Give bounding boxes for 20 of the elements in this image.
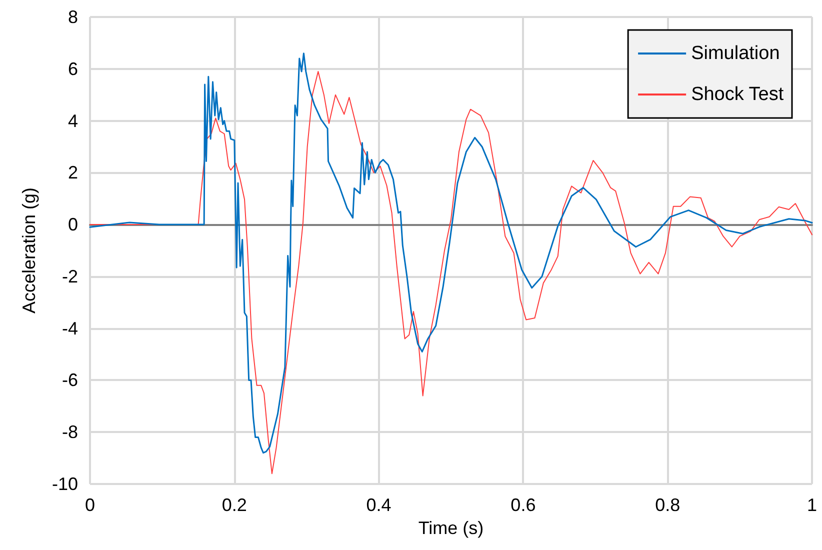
x-axis-title: Time (s) bbox=[418, 518, 484, 538]
y-tick-label: -8 bbox=[62, 422, 78, 442]
y-tick-label: 8 bbox=[68, 7, 78, 27]
y-tick-label: -10 bbox=[52, 474, 78, 494]
y-tick-label: 0 bbox=[68, 214, 78, 235]
legend-label: Simulation bbox=[691, 43, 780, 64]
x-tick-label: 0.4 bbox=[366, 495, 392, 515]
y-axis-title: Acceleration (g) bbox=[19, 187, 39, 314]
x-tick-label: 0.8 bbox=[655, 495, 680, 515]
y-tick-label: 4 bbox=[68, 110, 78, 131]
x-tick-label: 1 bbox=[806, 495, 818, 515]
legend-label: Shock Test bbox=[691, 84, 784, 105]
x-tick-label: 0.6 bbox=[510, 495, 536, 515]
x-tick-label: 0.2 bbox=[222, 495, 247, 515]
y-tick-label: -6 bbox=[62, 370, 78, 390]
y-tick-label: 6 bbox=[68, 58, 78, 79]
y-tick-label: 2 bbox=[68, 162, 78, 183]
x-tick-label: 0 bbox=[84, 495, 96, 515]
y-tick-label: -2 bbox=[62, 266, 78, 286]
y-tick-label: -4 bbox=[62, 318, 78, 338]
